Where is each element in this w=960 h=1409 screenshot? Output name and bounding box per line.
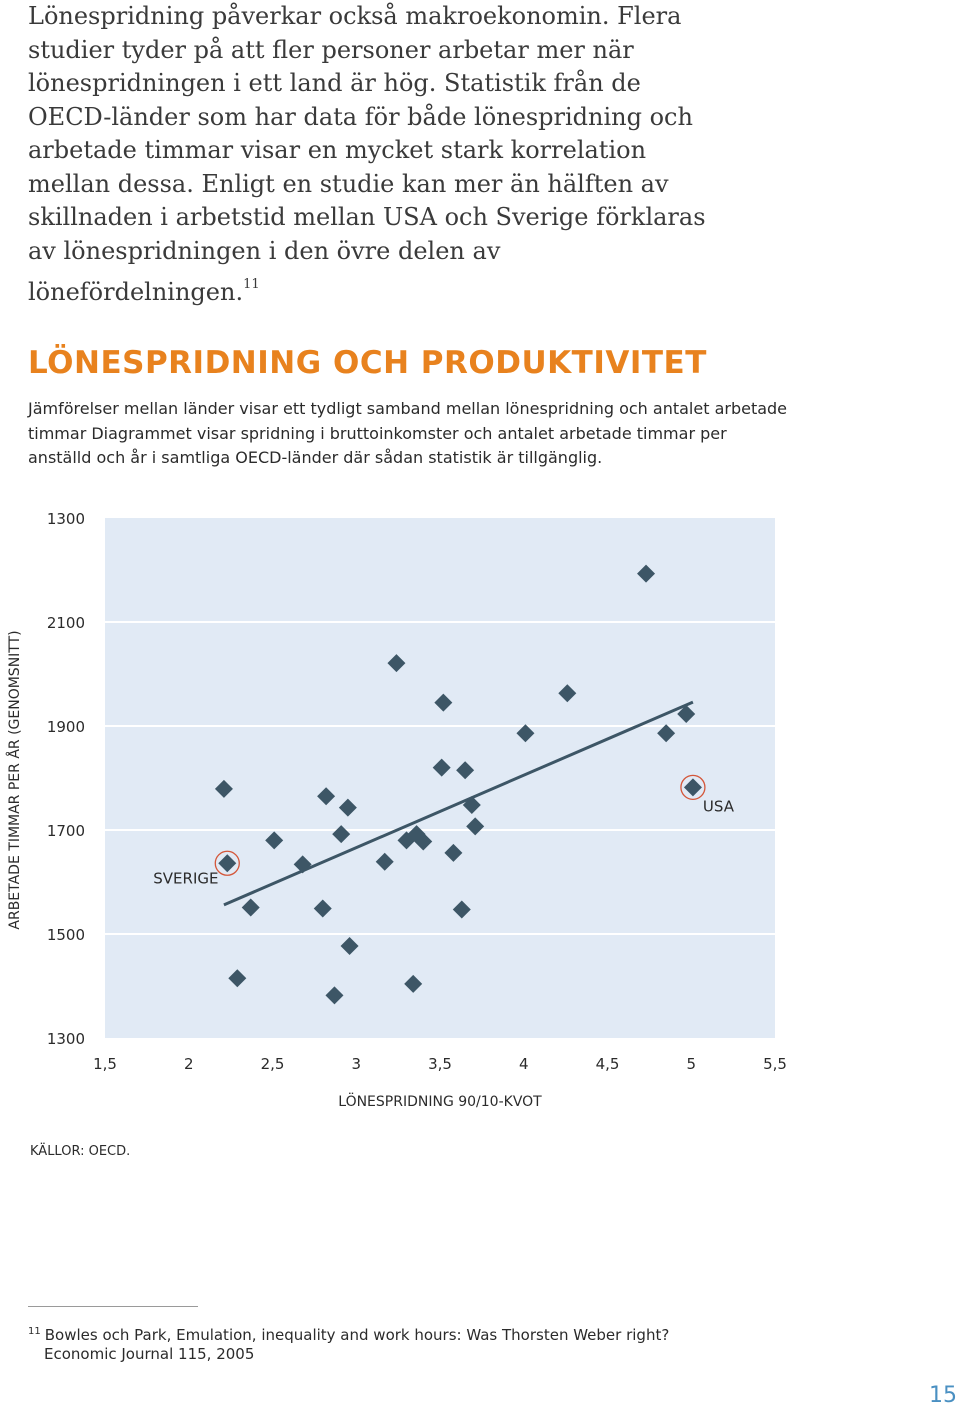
data-point	[444, 843, 463, 862]
y-axis-title: ARBETADE TIMMAR PER ÅR (GENOMSNITT)	[6, 630, 23, 929]
footnote-divider	[28, 1306, 198, 1307]
x-tick-label: 2,5	[261, 1055, 285, 1073]
footnote: 11 Bowles och Park, Emulation, inequality…	[28, 1322, 669, 1364]
data-point	[462, 796, 481, 815]
data-point	[456, 761, 475, 780]
data-point	[414, 832, 433, 851]
data-point	[338, 798, 357, 817]
data-point	[228, 969, 247, 988]
x-tick-label: 1,5	[93, 1055, 117, 1073]
highlight-ring	[214, 850, 240, 876]
data-point	[404, 974, 423, 993]
y-tick-label: 1900	[47, 718, 85, 736]
y-tick-label: 1300	[47, 1030, 85, 1048]
data-point	[241, 898, 260, 917]
data-point	[516, 724, 535, 743]
data-point	[434, 693, 453, 712]
data-point	[313, 899, 332, 918]
data-point	[558, 684, 577, 703]
y-tick-label: 1700	[47, 822, 85, 840]
x-axis-title: LÖNESPRIDNING 90/10-KVOT	[338, 1092, 542, 1110]
point-label-sverige: SVERIGE	[153, 869, 218, 887]
point-label-usa: USA	[703, 797, 735, 815]
data-point	[293, 855, 312, 874]
x-tick-label: 4	[519, 1055, 529, 1073]
y-tick-label: 1300	[47, 510, 85, 528]
data-point	[432, 758, 451, 777]
data-point	[677, 705, 696, 724]
data-point	[387, 654, 406, 673]
data-point	[332, 825, 351, 844]
footnote-line-2: Economic Journal 115, 2005	[44, 1345, 255, 1363]
x-tick-label: 2	[184, 1055, 194, 1073]
source-note: KÄLLOR: OECD.	[30, 1144, 131, 1159]
footnote-line-1: Bowles och Park, Emulation, inequality a…	[44, 1326, 670, 1344]
data-point	[317, 787, 336, 806]
data-point	[214, 779, 233, 798]
data-point	[452, 900, 471, 919]
data-point	[657, 724, 676, 743]
y-tick-label: 2100	[47, 614, 85, 632]
data-point	[325, 986, 344, 1005]
x-tick-label: 3	[351, 1055, 361, 1073]
data-point	[466, 817, 485, 836]
x-tick-label: 5	[686, 1055, 696, 1073]
section-lead: Jämförelser mellan länder visar ett tydl…	[28, 399, 788, 467]
footnote-mark: 11	[28, 1326, 41, 1337]
section-title: LÖNESPRIDNING OCH PRODUKTIVITET	[28, 345, 707, 381]
data-point	[265, 831, 284, 850]
data-point	[683, 778, 702, 797]
y-tick-label: 1500	[47, 926, 85, 944]
x-tick-label: 3,5	[428, 1055, 452, 1073]
footnote-reference[interactable]: 11	[243, 277, 260, 292]
intro-text: Lönespridning påverkar också makroekonom…	[28, 2, 706, 306]
data-point	[218, 854, 237, 873]
data-point	[340, 936, 359, 955]
x-tick-label: 4,5	[596, 1055, 620, 1073]
data-point	[375, 852, 394, 871]
x-tick-label: 5,5	[763, 1055, 787, 1073]
page-number: 15	[929, 1383, 957, 1408]
intro-paragraph: Lönespridning påverkar också makroekonom…	[28, 0, 718, 310]
plot-background	[105, 518, 775, 1038]
highlight-ring	[680, 774, 706, 801]
data-point	[637, 564, 656, 583]
scatter-chart: 1300 1500 1700 1900 2100 1300 1,5 2 2,5 3 3,5 4 4,5 5…	[6, 510, 787, 1110]
data-point	[407, 825, 426, 844]
